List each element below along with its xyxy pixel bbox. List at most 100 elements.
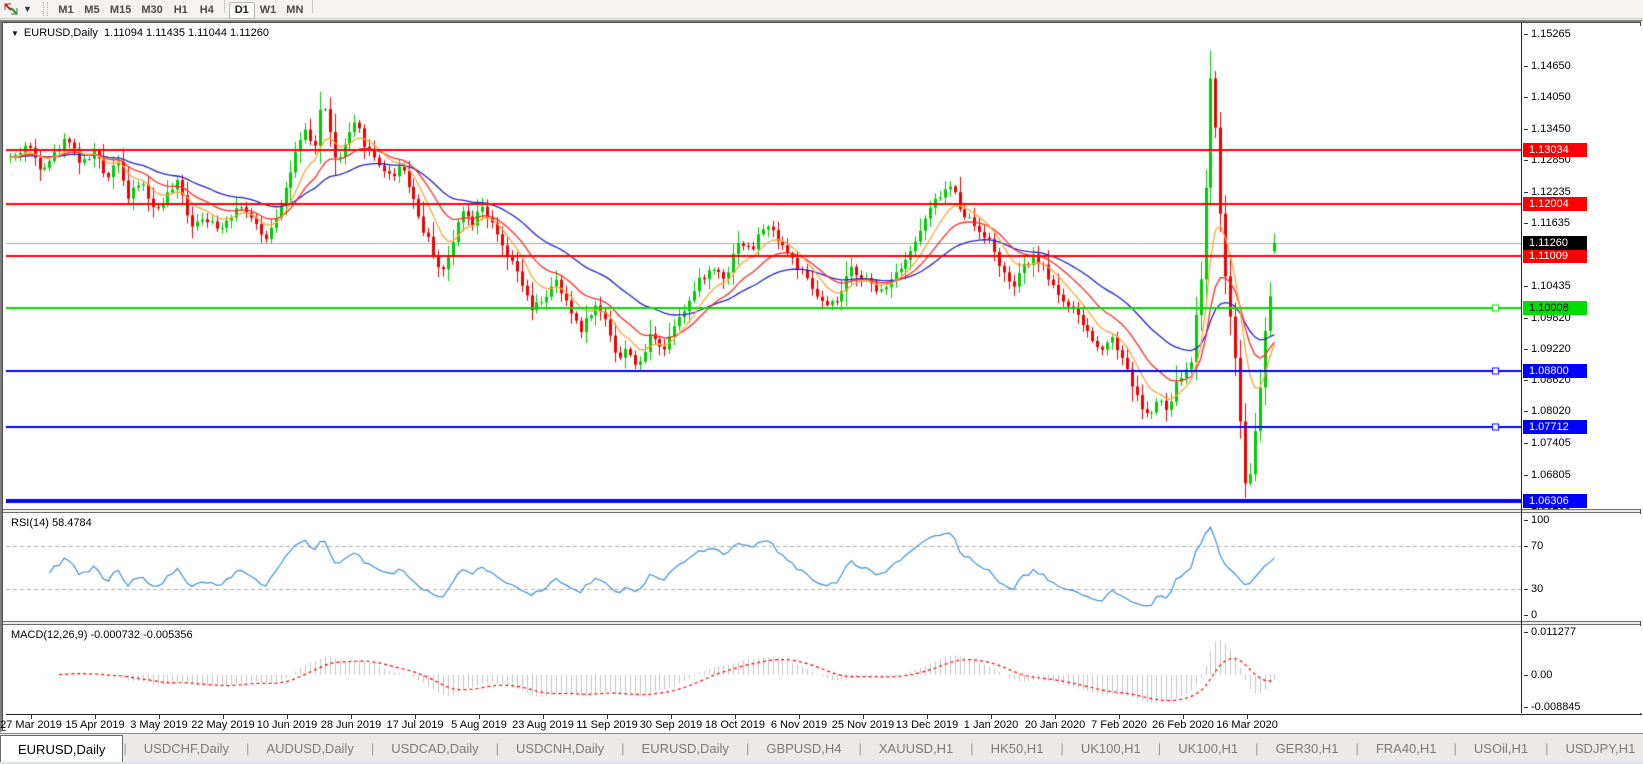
chart-tab-bar: EURUSD,Daily | USDCHF,Daily | AUDUSD,Daily | U… xyxy=(0,733,1643,762)
chart-tab-usdcad-daily[interactable]: USDCAD,Daily xyxy=(391,740,479,756)
timeframe-button-h1[interactable]: H1 xyxy=(173,4,188,16)
rsi-tick-label: 100 xyxy=(1523,514,1550,526)
toolbar-separator xyxy=(223,0,225,13)
chart-tab-uk100-h1[interactable]: UK100,H1 xyxy=(1080,740,1141,756)
timeframe-button-w1[interactable]: W1 xyxy=(259,4,277,16)
macd-tick-label: 0.011277 xyxy=(1523,626,1577,638)
date-label: 22 May 2019 xyxy=(191,719,255,731)
date-tick xyxy=(351,715,352,719)
date-tick xyxy=(31,715,32,719)
date-tick xyxy=(991,715,992,719)
timeframe-button-m5[interactable]: M5 xyxy=(84,4,100,16)
rsi-tick-label: 70 xyxy=(1523,540,1544,553)
date-tick xyxy=(799,715,800,719)
date-tick xyxy=(1183,715,1184,719)
date-label: 27 Mar 2019 xyxy=(0,719,62,731)
chart-tab-usdjpy-h1[interactable]: USDJPY,H1 xyxy=(1565,740,1636,756)
price-tick-label: 1.08020 xyxy=(1524,405,1571,418)
price-pane-canvas[interactable] xyxy=(6,26,1521,509)
rsi-axis[interactable]: 100 70 30 0 xyxy=(1522,514,1643,621)
tab-separator: | xyxy=(1545,740,1549,756)
hline-price-badge[interactable]: 1.07712 xyxy=(1523,420,1587,435)
timeframe-button-m1[interactable]: M1 xyxy=(58,4,74,16)
date-label: 10 Jun 2019 xyxy=(256,719,318,731)
price-tick-label: 1.09220 xyxy=(1524,342,1571,355)
chart-tab-ger30-h1[interactable]: GER30,H1 xyxy=(1275,740,1339,756)
tab-separator: | xyxy=(246,740,250,756)
hline-price-badge[interactable]: 1.11009 xyxy=(1523,248,1587,263)
tab-separator: | xyxy=(495,740,500,756)
tab-separator: | xyxy=(1453,740,1457,756)
price-axis[interactable]: 1.15265 1.14650 1.14050 1.13450 1.12850 1.122… xyxy=(1522,26,1643,512)
date-label: 15 Apr 2019 xyxy=(65,719,125,731)
date-tick xyxy=(479,715,480,719)
hline-price-badge[interactable]: 1.12004 xyxy=(1523,196,1587,211)
tab-separator: | xyxy=(621,740,625,756)
date-label: 1 Jan 2020 xyxy=(963,719,1019,731)
price-axis-border xyxy=(1521,23,1522,713)
date-label: 20 Jan 2020 xyxy=(1024,719,1086,731)
timeframe-button-m30[interactable]: M30 xyxy=(141,4,163,16)
timeframe-button-mn[interactable]: MN xyxy=(286,4,304,16)
timeframe-button-h4[interactable]: H4 xyxy=(199,4,214,16)
pane-splitter[interactable] xyxy=(3,509,1640,513)
price-tick-label: 1.14650 xyxy=(1524,60,1571,73)
tab-separator: | xyxy=(970,740,974,756)
chart-tab-eurusd-daily[interactable]: EURUSD,Daily xyxy=(0,735,124,762)
hline-price-badge[interactable]: 1.10008 xyxy=(1523,300,1587,315)
tab-separator: | xyxy=(1157,740,1162,756)
date-label: 13 Dec 2019 xyxy=(895,719,959,731)
macd-tick-label: 0.00 xyxy=(1523,668,1553,681)
chart-title: ▼ EURUSD,Daily 1.11094 1.11435 1.11044 1.… xyxy=(11,27,269,39)
date-tick xyxy=(415,715,416,719)
chart-tab-hk50-h1[interactable]: HK50,H1 xyxy=(990,740,1044,756)
macd-pane-canvas[interactable] xyxy=(6,626,1521,713)
date-label: 11 Sep 2019 xyxy=(576,719,638,731)
chart-tab-audusd-daily[interactable]: AUDUSD,Daily xyxy=(266,740,354,756)
hline-price-badge[interactable]: 1.08800 xyxy=(1523,363,1587,378)
macd-tick-label: -0.008845 xyxy=(1524,701,1581,713)
chevron-down-icon[interactable]: ▼ xyxy=(23,4,32,14)
timeframe-button-d1[interactable]: D1 xyxy=(228,2,255,19)
date-label: 17 Jul 2019 xyxy=(386,719,444,731)
collapse-triangle-icon[interactable]: ▼ xyxy=(11,29,19,38)
date-tick xyxy=(607,715,608,719)
date-tick xyxy=(735,715,736,719)
chart-tab-usdchf-daily[interactable]: USDCHF,Daily xyxy=(143,740,230,756)
timeframe-button-m15[interactable]: M15 xyxy=(109,4,132,16)
tab-separator: | xyxy=(1355,740,1359,756)
price-tick-label: 1.15265 xyxy=(1524,28,1571,41)
bottom-strip xyxy=(0,762,1643,764)
date-axis[interactable]: 27 Mar 2019 15 Apr 2019 3 May 2019 22 May 2… xyxy=(0,714,1642,733)
toolbar-grip xyxy=(42,2,48,16)
date-label: 23 Aug 2019 xyxy=(512,719,574,731)
chart-tab-uk100-h1[interactable]: UK100,H1 xyxy=(1178,740,1239,756)
hline-price-badge[interactable]: 1.06306 xyxy=(1523,493,1587,508)
price-tick-label: 1.14050 xyxy=(1524,91,1571,104)
date-tick xyxy=(1247,715,1248,719)
date-label: 26 Feb 2020 xyxy=(1152,719,1214,731)
pane-splitter[interactable] xyxy=(3,621,1640,625)
tab-separator: | xyxy=(858,740,862,756)
chart-tab-usoil-h1[interactable]: USOil,H1 xyxy=(1473,740,1529,756)
chart-tab-eurusd-daily[interactable]: EURUSD,Daily xyxy=(641,740,729,756)
price-tick-label: 1.11635 xyxy=(1524,217,1570,230)
chart-tab-xauusd-h1[interactable]: XAUUSD,H1 xyxy=(878,740,954,756)
chart-tab-fra40-h1[interactable]: FRA40,H1 xyxy=(1375,740,1437,756)
date-label: 18 Oct 2019 xyxy=(705,719,765,731)
date-tick xyxy=(671,715,672,719)
tab-separator: | xyxy=(1255,740,1259,756)
rsi-pane-canvas[interactable] xyxy=(6,514,1521,621)
date-label: 16 Mar 2020 xyxy=(1216,719,1278,731)
chart-tab-usdcnh-daily[interactable]: USDCNH,Daily xyxy=(516,740,605,756)
price-tick-label: 1.07405 xyxy=(1524,437,1571,450)
chart-tab-gbpusd-h4[interactable]: GBPUSD,H4 xyxy=(766,740,842,756)
current-price-badge: 1.11260 xyxy=(1523,235,1587,250)
chart-window: ▼ EURUSD,Daily 1.11094 1.11435 1.11044 1.… xyxy=(0,20,1643,733)
chart-cursor-icon[interactable] xyxy=(3,2,21,17)
price-tick-label: 1.10435 xyxy=(1524,279,1571,292)
tab-separator: | xyxy=(123,740,127,756)
macd-indicator-label: MACD(12,26,9) -0.000732 -0.005356 xyxy=(11,629,193,641)
macd-axis[interactable]: 0.011277 0.00 -0.008845 xyxy=(1522,626,1643,713)
hline-price-badge[interactable]: 1.13034 xyxy=(1523,143,1587,158)
